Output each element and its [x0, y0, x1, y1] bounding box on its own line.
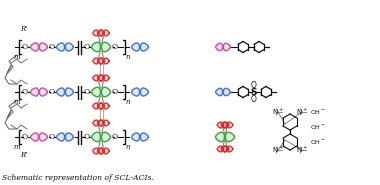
- Text: R': R': [21, 25, 28, 33]
- Text: O: O: [112, 133, 118, 141]
- Polygon shape: [40, 88, 48, 96]
- Polygon shape: [57, 88, 65, 96]
- Text: O: O: [49, 43, 55, 51]
- Polygon shape: [57, 43, 65, 51]
- Polygon shape: [104, 103, 109, 109]
- Polygon shape: [140, 43, 149, 51]
- Polygon shape: [93, 103, 98, 109]
- Polygon shape: [223, 43, 230, 51]
- Polygon shape: [215, 132, 225, 142]
- Text: N$^+$: N$^+$: [296, 145, 308, 155]
- Polygon shape: [99, 30, 104, 36]
- Polygon shape: [225, 132, 234, 142]
- Text: m: m: [14, 143, 20, 151]
- Polygon shape: [93, 75, 98, 81]
- Polygon shape: [99, 148, 104, 154]
- Text: O: O: [84, 88, 90, 96]
- Polygon shape: [65, 133, 73, 141]
- Text: m: m: [14, 98, 20, 106]
- Polygon shape: [57, 133, 65, 141]
- Polygon shape: [40, 133, 48, 141]
- Polygon shape: [98, 30, 103, 36]
- Polygon shape: [99, 103, 104, 109]
- Text: O: O: [112, 88, 118, 96]
- Text: O: O: [112, 43, 118, 51]
- Polygon shape: [104, 75, 109, 81]
- Polygon shape: [98, 58, 103, 64]
- Polygon shape: [216, 43, 223, 51]
- Polygon shape: [93, 120, 98, 126]
- Text: OH$^-$: OH$^-$: [310, 108, 326, 116]
- Polygon shape: [227, 146, 233, 152]
- Text: n: n: [126, 98, 130, 106]
- Polygon shape: [93, 30, 98, 36]
- Polygon shape: [227, 122, 233, 128]
- Text: OH$^-$: OH$^-$: [310, 123, 326, 131]
- Text: O: O: [22, 88, 28, 96]
- Polygon shape: [31, 88, 39, 96]
- Text: Schematic representation of SCL-ACIs.: Schematic representation of SCL-ACIs.: [2, 174, 154, 182]
- Text: O: O: [22, 133, 28, 141]
- Text: O: O: [49, 133, 55, 141]
- Text: N$^+$: N$^+$: [272, 107, 284, 117]
- Polygon shape: [104, 148, 109, 154]
- Text: O: O: [84, 43, 90, 51]
- Polygon shape: [101, 87, 111, 97]
- Text: O: O: [84, 133, 90, 141]
- Polygon shape: [99, 58, 104, 64]
- Polygon shape: [104, 30, 109, 36]
- Polygon shape: [93, 58, 98, 64]
- Text: n: n: [126, 143, 130, 151]
- Text: O: O: [22, 43, 28, 51]
- Polygon shape: [131, 88, 139, 96]
- Polygon shape: [101, 42, 111, 52]
- Polygon shape: [223, 88, 230, 96]
- Text: S: S: [251, 88, 257, 97]
- Polygon shape: [99, 120, 104, 126]
- Polygon shape: [98, 75, 103, 81]
- Polygon shape: [93, 148, 98, 154]
- Text: OH$^-$: OH$^-$: [310, 138, 326, 146]
- Polygon shape: [98, 120, 103, 126]
- Polygon shape: [101, 132, 111, 142]
- Polygon shape: [92, 132, 101, 142]
- Polygon shape: [131, 43, 139, 51]
- Polygon shape: [98, 148, 103, 154]
- Polygon shape: [99, 75, 104, 81]
- Text: O: O: [49, 88, 55, 96]
- Text: N$^+$: N$^+$: [296, 107, 308, 117]
- Polygon shape: [131, 133, 139, 141]
- Polygon shape: [104, 58, 109, 64]
- Polygon shape: [221, 146, 227, 152]
- Text: N$^+$: N$^+$: [272, 145, 284, 155]
- Polygon shape: [221, 122, 227, 128]
- Polygon shape: [217, 146, 223, 152]
- Polygon shape: [92, 42, 101, 52]
- Polygon shape: [216, 88, 223, 96]
- Polygon shape: [65, 43, 73, 51]
- Polygon shape: [140, 88, 149, 96]
- Text: m: m: [14, 53, 20, 61]
- Polygon shape: [40, 43, 48, 51]
- Polygon shape: [104, 120, 109, 126]
- Polygon shape: [140, 133, 149, 141]
- Text: R': R': [21, 151, 28, 159]
- Text: n: n: [126, 53, 130, 61]
- Polygon shape: [223, 122, 229, 128]
- Polygon shape: [223, 146, 229, 152]
- Polygon shape: [217, 122, 223, 128]
- Polygon shape: [31, 133, 39, 141]
- Polygon shape: [92, 87, 101, 97]
- Polygon shape: [65, 88, 73, 96]
- Text: O: O: [251, 80, 257, 90]
- Text: O: O: [251, 95, 257, 103]
- Polygon shape: [31, 43, 39, 51]
- Polygon shape: [98, 103, 103, 109]
